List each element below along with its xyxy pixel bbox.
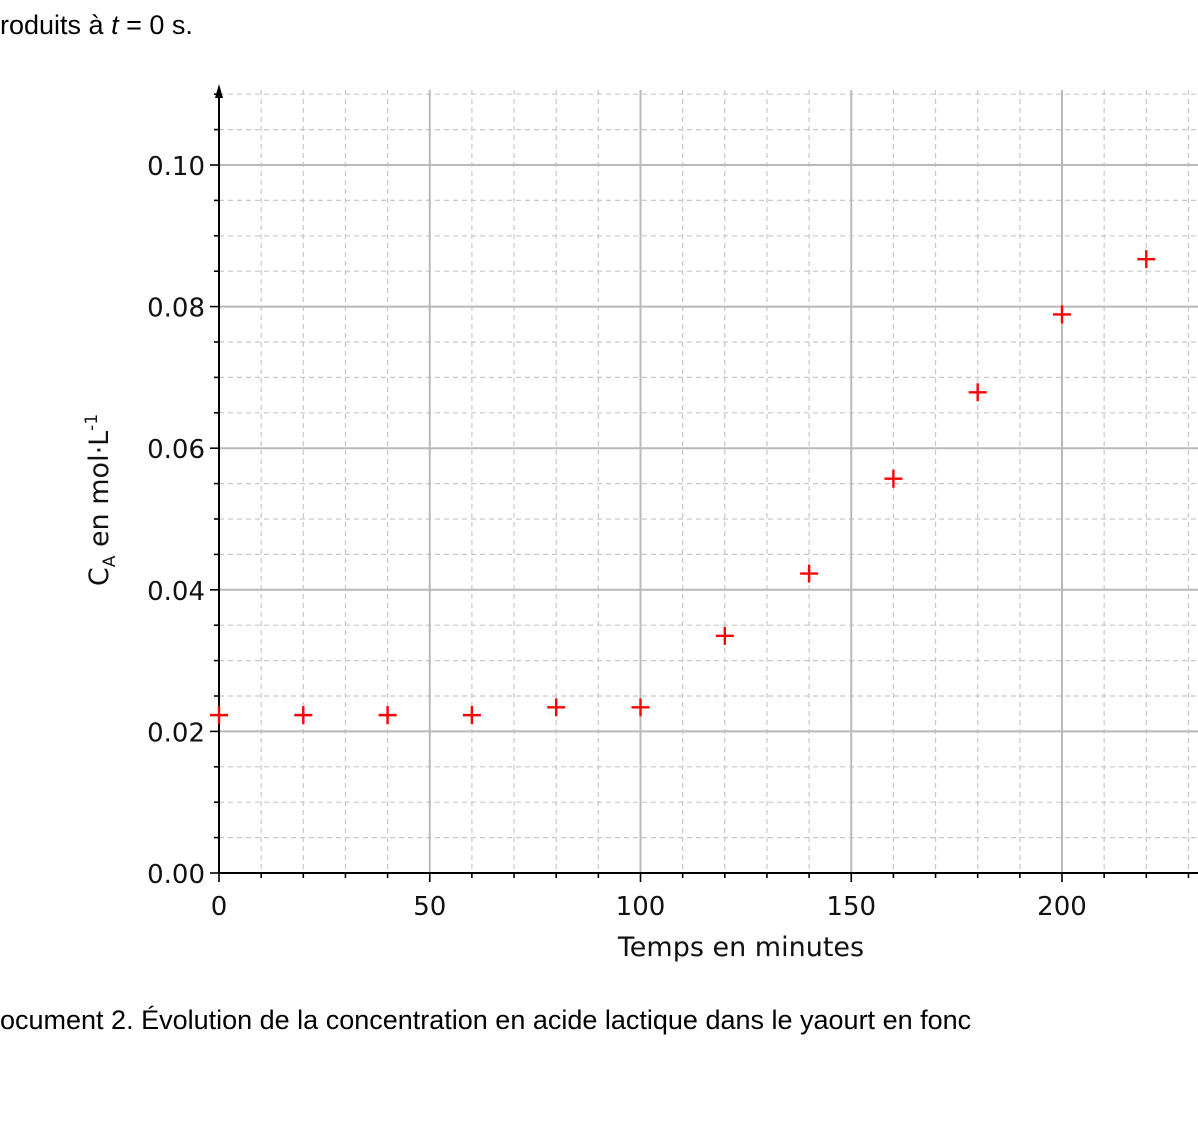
y-axis-label-main: C xyxy=(84,567,115,586)
data-point xyxy=(631,698,650,717)
data-point xyxy=(715,626,734,645)
y-tick-label: 0.06 xyxy=(147,435,205,465)
y-tick-label: 0.02 xyxy=(147,718,205,748)
y-axis-label-sub: A xyxy=(100,555,120,567)
y-tick-label: 0.10 xyxy=(147,152,205,182)
y-axis-label: CA en mol·L-1 xyxy=(82,414,120,586)
x-tick-label: 100 xyxy=(616,892,666,922)
concentration-chart: 0 50 100 150 200 0.00 0.02 0.04 0.06 0.08 0.10 Tem… xyxy=(82,84,1198,963)
data-point xyxy=(210,706,228,725)
tick-labels: 0 50 100 150 200 0.00 0.02 0.04 0.06 0.08 0.10 xyxy=(147,152,1087,922)
data-point xyxy=(1137,250,1156,269)
ticks xyxy=(210,93,1190,882)
intro-prefix: roduits à xyxy=(0,10,112,40)
figure-caption: ocument 2. Évolution de la concentration… xyxy=(0,1005,972,1035)
intro-suffix: = 0 s. xyxy=(118,10,193,40)
y-tick-label: 0.04 xyxy=(147,577,205,607)
y-tick-label: 0.08 xyxy=(147,294,205,324)
axes xyxy=(215,84,1198,874)
data-point xyxy=(547,698,566,717)
data-point xyxy=(884,469,903,488)
data-point xyxy=(800,564,819,583)
data-point xyxy=(462,706,481,725)
intro-text: roduits à t = 0 s. xyxy=(0,10,193,41)
x-tick-label: 150 xyxy=(826,892,876,922)
minor-grid xyxy=(219,90,1198,873)
data-points xyxy=(210,250,1156,725)
x-tick-label: 50 xyxy=(413,892,446,922)
x-axis-label: Temps en minutes xyxy=(617,932,864,963)
y-axis-label-rest: en mol·L xyxy=(84,431,115,556)
data-point xyxy=(378,706,397,725)
data-point xyxy=(1053,305,1071,324)
y-tick-label: 0.00 xyxy=(147,860,205,890)
x-tick-label: 200 xyxy=(1037,892,1087,922)
data-point xyxy=(294,706,313,725)
intro-variable: t xyxy=(111,10,119,40)
major-grid xyxy=(219,90,1198,873)
data-point xyxy=(968,383,987,402)
x-tick-label: 0 xyxy=(211,892,228,922)
y-axis-arrow xyxy=(215,84,223,98)
y-axis-label-sup: -1 xyxy=(82,414,102,431)
